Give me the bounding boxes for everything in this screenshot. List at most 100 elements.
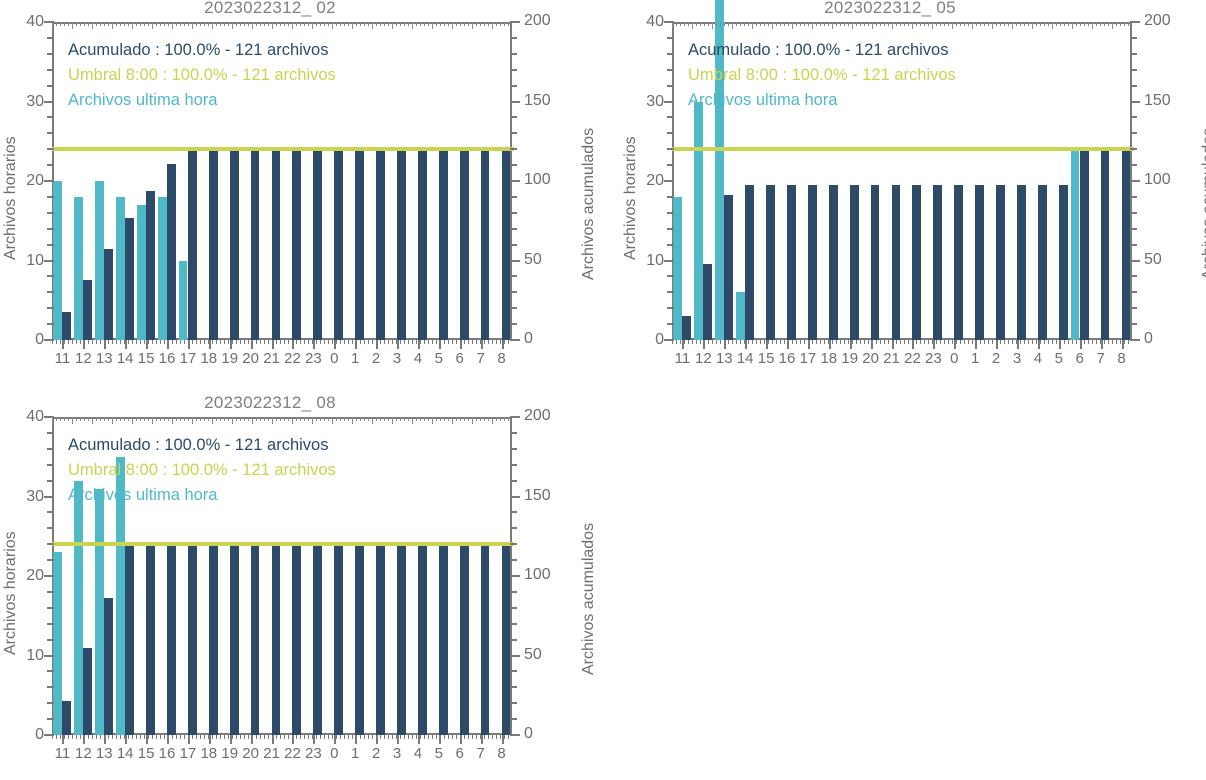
top-hatch-tick xyxy=(60,417,61,421)
x-axis-minor-tick xyxy=(716,340,717,344)
x-axis-minor-tick xyxy=(80,340,81,344)
x-axis-tick-label: 11 xyxy=(54,350,71,367)
x-axis-minor-tick xyxy=(676,340,677,344)
top-hatch-tick xyxy=(980,22,981,26)
y-axis-tick-right xyxy=(510,416,520,418)
top-hatch-tick xyxy=(164,417,165,421)
y-axis-minor-tick-left xyxy=(47,638,54,641)
top-hatch-tick xyxy=(100,22,101,26)
x-axis-minor-tick xyxy=(308,340,309,344)
x-axis-tick xyxy=(807,340,810,349)
top-hatch-tick xyxy=(960,22,961,26)
bar-acumulado xyxy=(975,184,984,340)
x-axis-minor-tick xyxy=(120,735,121,739)
chart-title: 2023022312_ 08 xyxy=(204,393,336,412)
x-axis-tick-label: 15 xyxy=(137,745,155,762)
bar-acumulado xyxy=(870,184,880,340)
chart-legend: Acumulado : 100.0% - 121 archivos Umbral … xyxy=(68,38,488,113)
top-hatch-tick xyxy=(932,22,933,29)
x-axis-minor-tick xyxy=(476,340,477,344)
top-hatch-tick xyxy=(308,417,309,421)
top-hatch-tick xyxy=(504,417,505,421)
x-axis-minor-tick xyxy=(124,735,125,739)
x-axis-tick-label: 16 xyxy=(158,350,176,367)
x-axis-tick-label: 1 xyxy=(351,745,360,762)
y-axis-label-right: 0 xyxy=(524,725,533,742)
x-axis-minor-tick xyxy=(232,340,233,344)
x-axis-minor-tick xyxy=(216,735,217,739)
x-axis-minor-tick xyxy=(232,735,233,739)
top-hatch-tick xyxy=(1048,22,1049,26)
top-hatch-tick xyxy=(864,22,865,26)
x-axis-minor-tick xyxy=(964,340,965,344)
top-hatch-tick xyxy=(160,22,161,26)
bar-acumulado xyxy=(313,544,323,735)
top-hatch-tick xyxy=(508,22,509,26)
x-axis-tick-label: 19 xyxy=(221,350,239,367)
y-axis-label-left: 20 xyxy=(26,172,44,189)
x-axis-minor-tick xyxy=(1124,340,1125,344)
y-axis-minor-tick-right xyxy=(1130,52,1137,55)
bar-acumulado xyxy=(104,248,114,340)
bar-acumulado xyxy=(397,544,406,735)
x-axis-minor-tick xyxy=(752,340,753,344)
top-hatch-tick xyxy=(1112,22,1113,29)
y-axis-tick-right xyxy=(1130,180,1140,182)
x-axis-tick xyxy=(250,735,253,744)
top-hatch-tick xyxy=(84,417,85,421)
x-axis-minor-tick xyxy=(328,340,329,344)
top-hatch-tick xyxy=(952,22,953,29)
x-axis-minor-tick xyxy=(164,340,165,344)
top-hatch-tick xyxy=(192,22,193,29)
x-axis-minor-tick xyxy=(828,340,829,344)
bar-acumulado xyxy=(724,194,734,340)
y-axis-minor-tick-right xyxy=(510,291,517,294)
x-axis-minor-tick xyxy=(996,340,997,344)
top-hatch-tick xyxy=(156,417,157,421)
y-axis-minor-tick-left xyxy=(47,323,54,326)
y-axis-minor-tick-right xyxy=(510,543,517,546)
x-axis-minor-tick xyxy=(928,340,929,344)
top-hatch-tick xyxy=(212,22,213,29)
x-axis-tick xyxy=(1058,340,1061,349)
top-hatch-tick xyxy=(956,22,957,26)
top-hatch-tick xyxy=(472,22,473,29)
top-hatch-tick xyxy=(404,22,405,26)
top-hatch-tick xyxy=(976,22,977,26)
top-hatch-tick xyxy=(304,22,305,26)
x-axis-minor-tick xyxy=(292,340,293,344)
x-axis-minor-tick xyxy=(424,340,425,344)
bar-acumulado xyxy=(745,184,754,340)
top-hatch-tick xyxy=(732,22,733,29)
x-axis-minor-tick xyxy=(236,735,237,739)
top-hatch-tick xyxy=(972,22,973,29)
x-axis-tick-label: 4 xyxy=(413,350,423,367)
top-hatch-tick xyxy=(328,417,329,421)
bar-acumulado xyxy=(167,163,176,340)
top-hatch-tick xyxy=(1004,22,1005,26)
top-hatch-tick xyxy=(884,22,885,26)
y-axis-minor-tick-left xyxy=(47,686,54,689)
x-axis-minor-tick xyxy=(100,735,101,739)
x-axis-minor-tick xyxy=(840,340,841,344)
x-axis-tick xyxy=(766,340,769,349)
y-axis-minor-tick-right xyxy=(510,622,517,625)
x-axis-minor-tick xyxy=(728,340,729,344)
y-axis-minor-tick-right xyxy=(1130,68,1137,71)
x-axis-minor-tick xyxy=(128,735,129,739)
x-axis-minor-tick xyxy=(92,735,93,739)
bar-ultima-hora xyxy=(673,196,683,340)
top-hatch-tick xyxy=(328,22,329,26)
x-axis-minor-tick xyxy=(488,735,489,739)
top-hatch-tick xyxy=(1120,22,1121,26)
x-axis-minor-tick xyxy=(220,340,221,344)
top-hatch-tick xyxy=(360,22,361,26)
x-axis-tick xyxy=(167,735,169,744)
bar-acumulado xyxy=(766,184,775,340)
x-axis-minor-tick xyxy=(412,735,413,739)
top-hatch-tick xyxy=(1032,22,1033,29)
x-axis-minor-tick xyxy=(492,735,493,739)
y-axis-minor-tick-left xyxy=(47,275,54,278)
top-hatch-tick xyxy=(256,417,257,421)
x-axis-minor-tick xyxy=(492,340,493,344)
